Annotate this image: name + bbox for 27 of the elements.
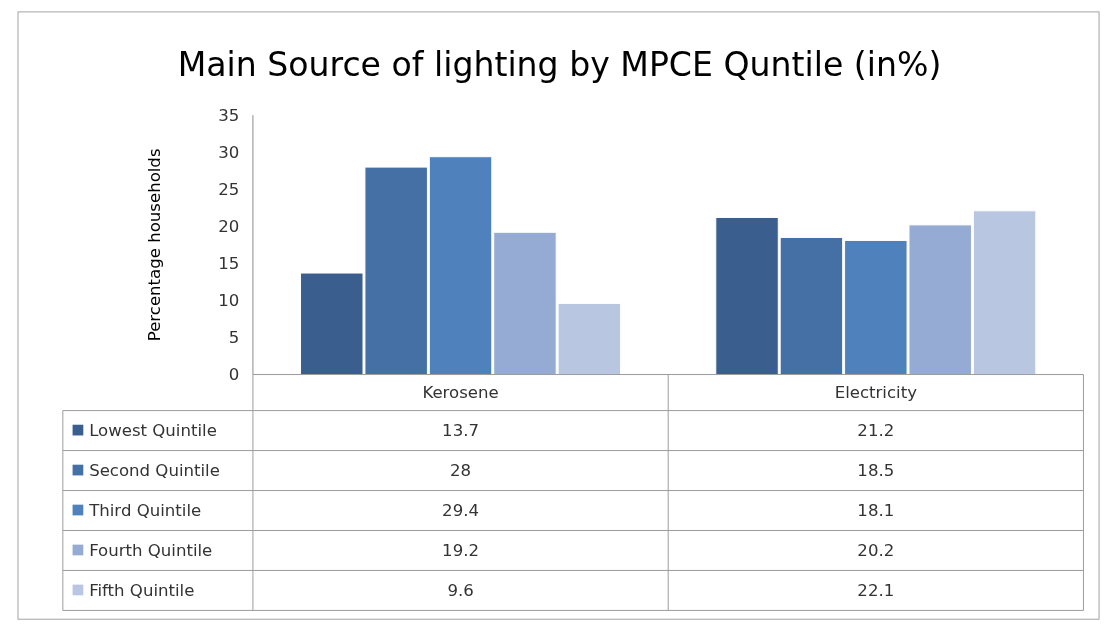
legend-label: Fourth Quintile [89, 541, 213, 561]
y-tick-label: 35 [218, 106, 240, 126]
legend-label: Second Quintile [89, 461, 220, 481]
data-label: 9.6 [447, 581, 474, 601]
legend-label: Fifth Quintile [89, 581, 195, 601]
data-label: 18.1 [857, 501, 895, 521]
data-label: 21.2 [857, 421, 895, 441]
legend-label: Lowest Quintile [89, 421, 217, 441]
data-label: 18.5 [857, 461, 895, 481]
data-label: 28 [450, 461, 472, 481]
y-tick-label: 0 [228, 365, 240, 385]
x-tick-label: Electricity [834, 383, 918, 403]
data-label: 19.2 [442, 541, 479, 561]
y-tick-label: 5 [228, 328, 240, 348]
legend-label: Third Quintile [88, 501, 202, 521]
y-tick-label: 10 [218, 291, 240, 311]
y-tick-label: 25 [218, 180, 240, 200]
data-label: 13.7 [442, 421, 479, 441]
x-tick-label: Kerosene [422, 383, 499, 403]
y-tick-label: 20 [218, 217, 240, 237]
y-tick-label: 15 [218, 254, 240, 274]
data-label: 20.2 [857, 541, 895, 561]
data-label: 22.1 [857, 581, 895, 601]
y-axis-title: Percentage households [145, 148, 165, 342]
y-tick-label: 30 [218, 143, 240, 163]
data-label: 29.4 [442, 501, 479, 521]
chart-title: Main Source of lighting by MPCE Quntile (in%) [177, 45, 942, 85]
